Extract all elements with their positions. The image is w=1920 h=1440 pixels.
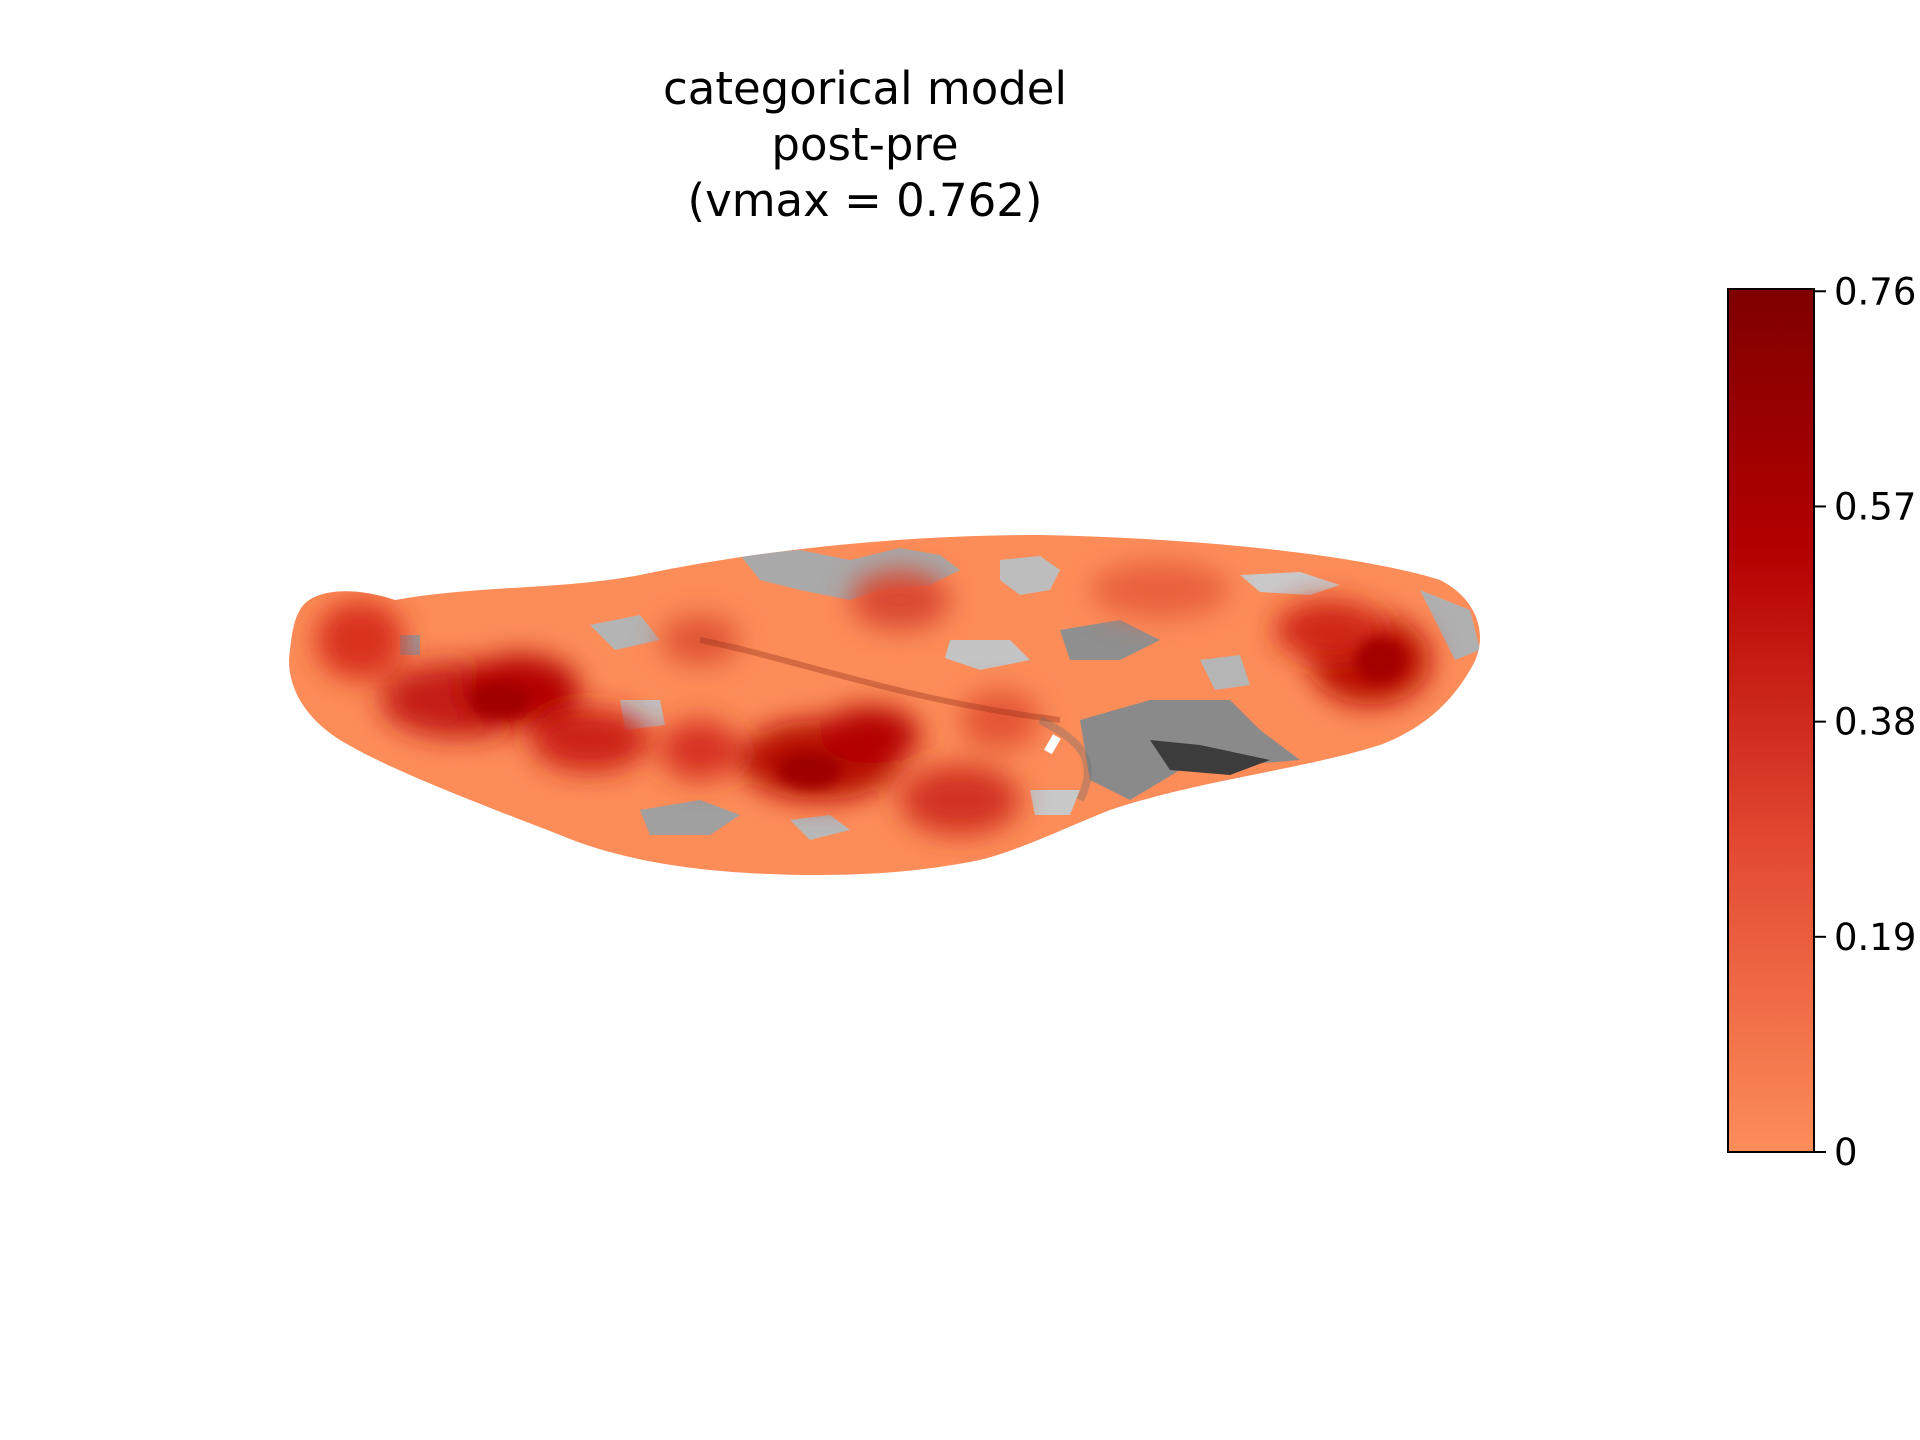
colorbar: 0 0.19 0.38 0.57 0.76: [1727, 270, 1916, 1174]
activation-peaks: [470, 638, 1405, 788]
chart-title-line-3: (vmax = 0.762): [687, 174, 1043, 227]
colorbar-tick-label: 0.38: [1834, 701, 1916, 744]
colorbar-tick-label: 0.57: [1834, 485, 1916, 528]
colorbar-tick-label: 0.76: [1834, 270, 1916, 313]
chart-title-line-2: post-pre: [771, 118, 959, 171]
activation-clusters: [315, 562, 1430, 835]
colorbar-tick-label: 0.19: [1834, 916, 1916, 959]
colorbar-gradient: [1727, 288, 1815, 1153]
brain-surface: [289, 535, 1481, 875]
colorbar-tick-label: 0: [1834, 1131, 1858, 1174]
chart-title-line-1: categorical model: [663, 62, 1067, 115]
colorbar-ticks: 0 0.19 0.38 0.57 0.76: [1814, 270, 1916, 1174]
